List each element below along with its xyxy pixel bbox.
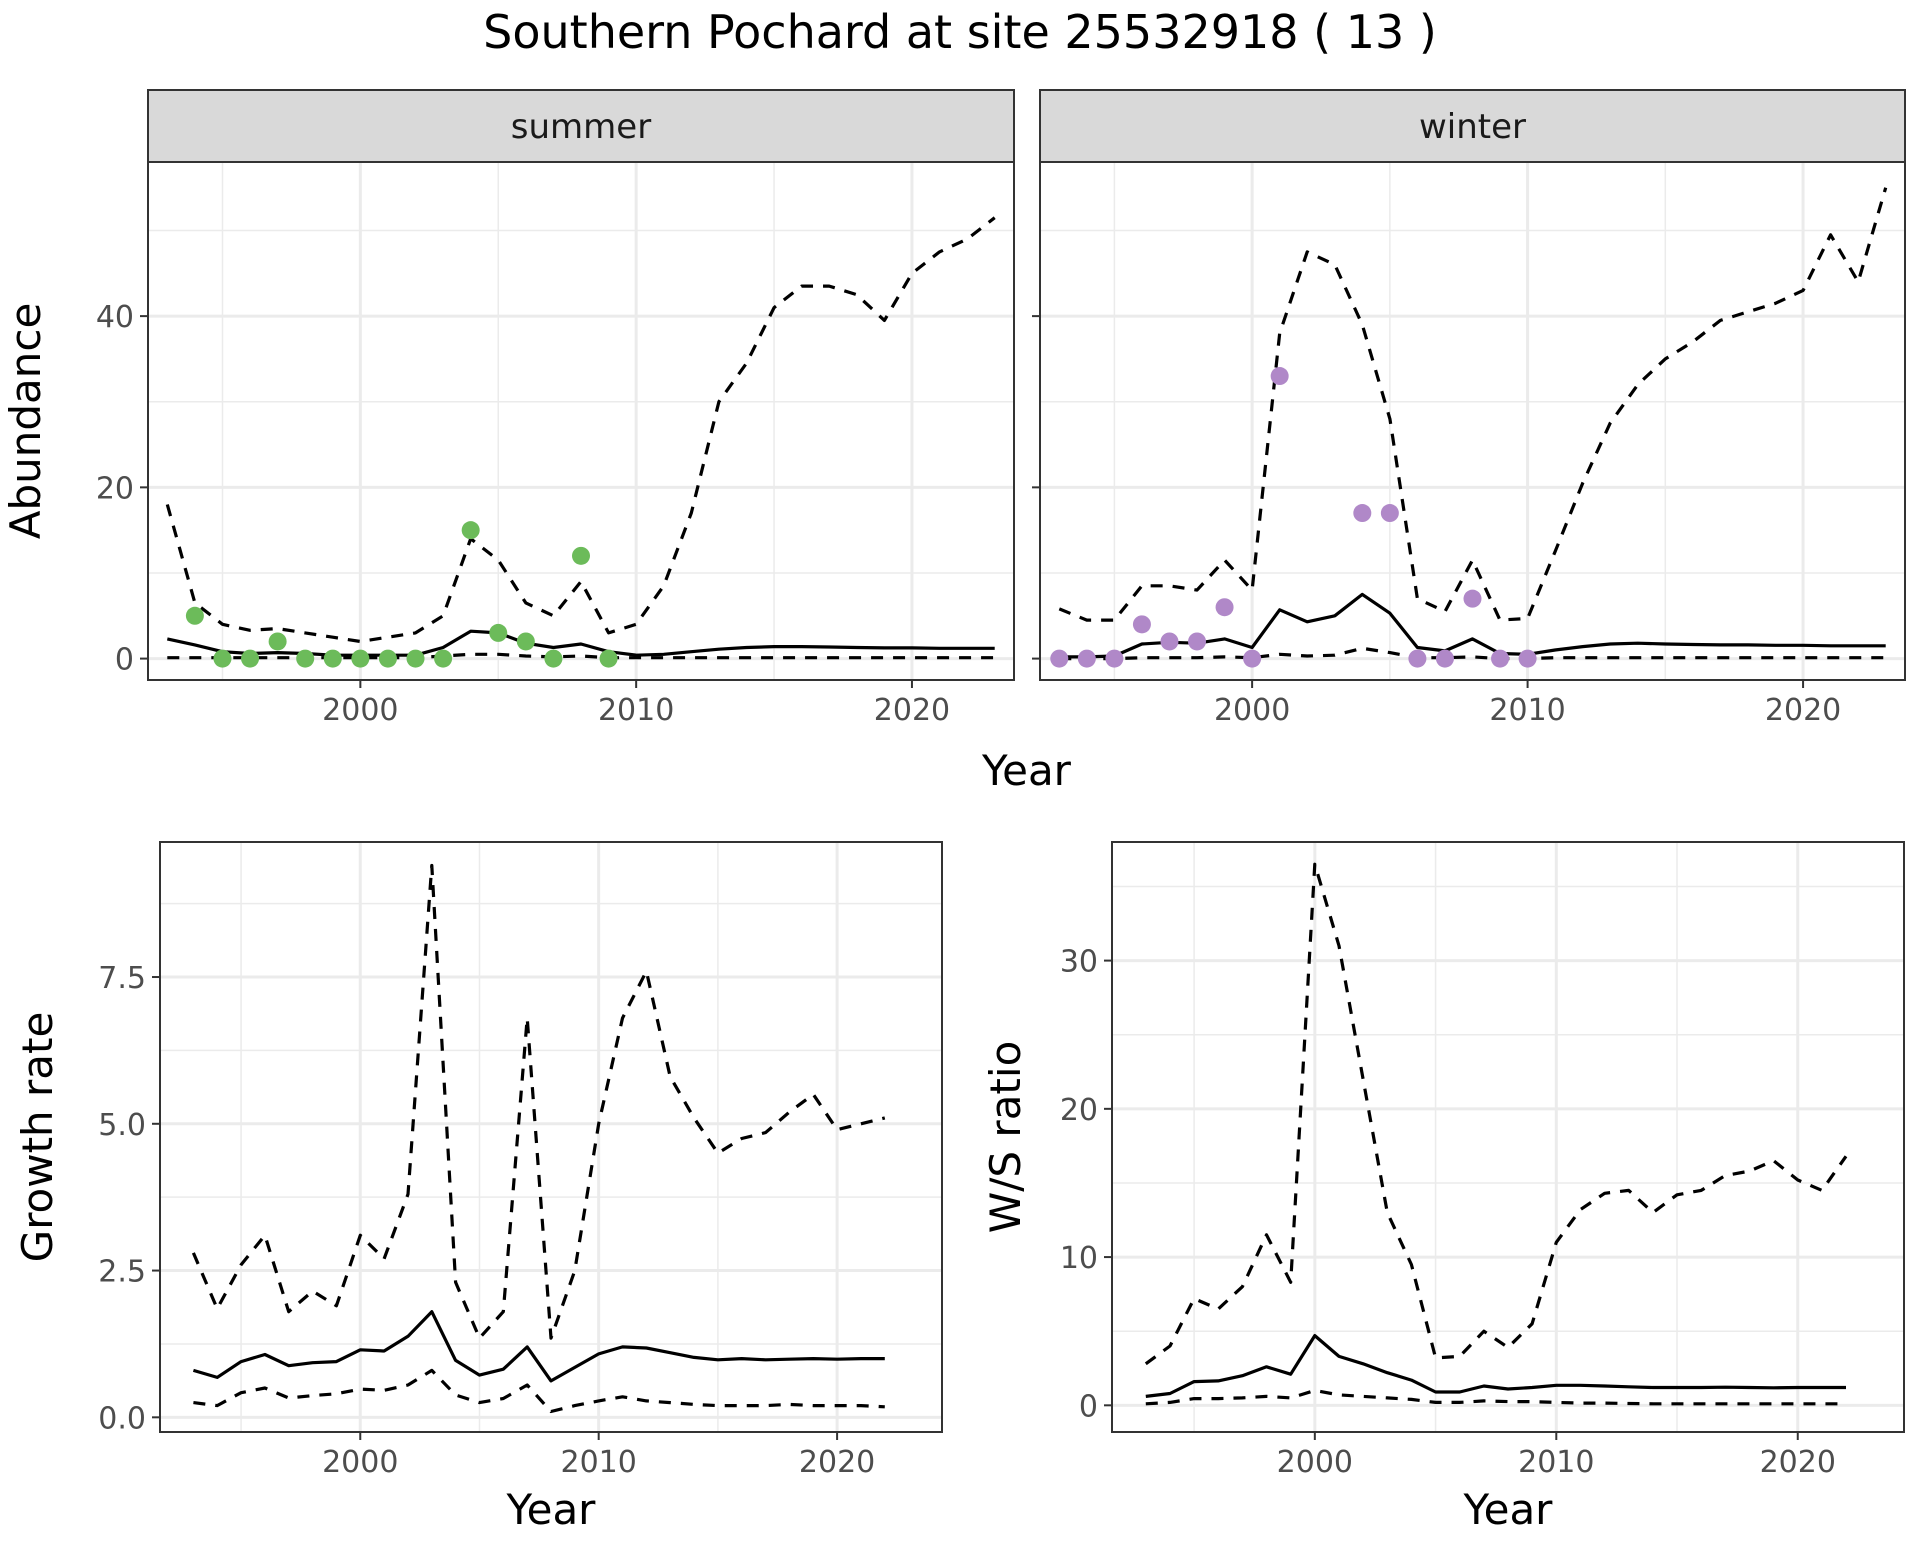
observation-point [1050, 649, 1069, 668]
observation-point [489, 623, 508, 642]
panel-border [159, 841, 943, 1433]
x-tick-label: 2020 [1765, 693, 1841, 728]
observation-point [572, 546, 590, 565]
growth-rate-panel: 2000 2010 2020 0.0 2.5 5.0 7.5 Year Growth rate [13, 841, 943, 1534]
observation-point [1491, 649, 1510, 668]
x-tick-label: 2010 [561, 1445, 637, 1480]
x-tick-label: 2000 [322, 693, 398, 728]
y-axis-title: W/S ratio [981, 1041, 1030, 1234]
x-axis-title: Year [506, 1485, 597, 1534]
shared-x-axis-title: Year [981, 746, 1072, 795]
y-axis-title: Growth rate [13, 1012, 62, 1263]
observation-point [1270, 367, 1289, 386]
upper-bound-line [1058, 187, 1888, 622]
plot-area [1112, 842, 1904, 1432]
observation-point [268, 632, 287, 651]
winter-abundance-panel: winter 2000 2010 2020 [1032, 89, 1906, 728]
facet-strip [147, 89, 1015, 163]
observation-point [323, 649, 342, 668]
observation-point [544, 649, 563, 668]
x-axis-title: Year [1463, 1485, 1554, 1534]
observation-point [185, 606, 204, 625]
panel-border [1111, 841, 1905, 1433]
x-tick-label: 2010 [598, 693, 674, 728]
plot-area [148, 162, 1014, 680]
lower-bound-line [1059, 646, 1886, 661]
x-tick-label: 2020 [799, 1445, 875, 1480]
observation-point [241, 649, 260, 668]
estimate-line [1145, 1334, 1846, 1398]
y-tick-label: 20 [1060, 1093, 1098, 1128]
upper-bound-line [191, 863, 886, 1340]
observation-point [516, 632, 535, 651]
figure-title: Southern Pochard at site 25532918 ( 13 ) [483, 5, 1437, 59]
observation-point [1160, 632, 1179, 651]
lower-bound-line [193, 1368, 885, 1414]
x-tick-label: 2010 [1489, 693, 1565, 728]
y-tick-label: 0 [115, 643, 134, 678]
lower-bound-line [1145, 1388, 1846, 1406]
observation-point [1077, 649, 1096, 668]
y-axis-title: Abundance [1, 303, 50, 540]
observation-point [406, 649, 425, 668]
x-tick-label: 2020 [1760, 1445, 1836, 1480]
observation-point [1353, 504, 1372, 523]
y-tick-label: 30 [1060, 945, 1098, 980]
observation-point [1463, 589, 1482, 608]
observation-point [1105, 649, 1124, 668]
observation-point [378, 649, 397, 668]
y-tick-label: 0 [1079, 1389, 1098, 1424]
observation-point [296, 649, 315, 668]
observation-point [1243, 649, 1262, 668]
observation-point [1380, 504, 1399, 523]
observation-point [1518, 649, 1537, 668]
x-tick-label: 2000 [322, 1445, 398, 1480]
upper-bound-line [1144, 862, 1848, 1366]
upper-bound-line [165, 216, 996, 644]
y-tick-label: 0.0 [98, 1401, 146, 1436]
observation-point [599, 649, 618, 668]
summer-abundance-panel: summer 2000 2010 2020 0 20 40 Abundance [1, 89, 1015, 728]
observation-point [1188, 632, 1207, 651]
shared-axis-labels: Year [981, 746, 1072, 795]
y-tick-label: 10 [1060, 1241, 1098, 1276]
x-tick-label: 2010 [1518, 1445, 1594, 1480]
y-tick-label: 2.5 [98, 1255, 146, 1290]
observation-point [351, 649, 370, 668]
x-tick-label: 2000 [1214, 693, 1290, 728]
facet-strip [1039, 89, 1906, 163]
y-tick-label: 20 [96, 471, 134, 506]
x-tick-label: 2020 [874, 693, 950, 728]
observation-point [1215, 598, 1234, 617]
y-tick-label: 40 [96, 300, 134, 335]
y-tick-label: 7.5 [98, 961, 146, 996]
observation-point [213, 649, 232, 668]
observation-point [461, 521, 480, 540]
observation-point [1408, 649, 1427, 668]
x-tick-label: 2000 [1277, 1445, 1353, 1480]
observation-point [1435, 649, 1454, 668]
observation-point [1132, 615, 1151, 634]
facet-strip-label: winter [1419, 107, 1526, 147]
observation-point [434, 649, 453, 668]
ws-ratio-panel: 2000 2010 2020 0 10 20 30 Year W/S ratio [981, 841, 1905, 1534]
estimate-line [192, 1310, 885, 1383]
facet-strip-label: summer [511, 107, 651, 147]
y-tick-label: 5.0 [98, 1108, 146, 1143]
